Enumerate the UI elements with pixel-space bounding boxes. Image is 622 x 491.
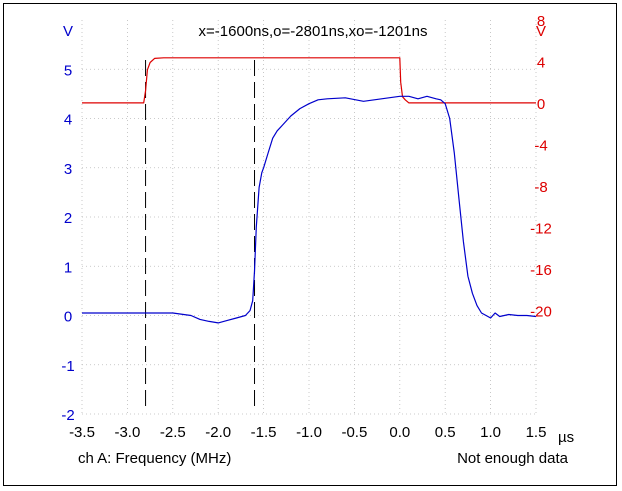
left-tick-label: 3 [64, 161, 72, 178]
left-tick-label: 0 [64, 309, 72, 326]
left-axis-unit: V [63, 23, 73, 40]
right-tick-label: -20 [530, 303, 552, 320]
x-tick-label: 1.0 [480, 424, 501, 441]
red-trace [82, 57, 536, 104]
left-tick-label: 2 [64, 210, 72, 227]
left-tick-label: 5 [64, 62, 72, 79]
x-tick-label: 1.5 [526, 424, 547, 441]
left-tick-label: 1 [64, 259, 72, 276]
scope-window [3, 3, 617, 486]
cursor-lines[interactable] [145, 60, 256, 408]
right-tick-label: -12 [530, 220, 552, 237]
left-tick-labels: -2 -1 0 1 2 3 4 5 [61, 62, 74, 424]
series-group [82, 57, 537, 324]
x-tick-label: 0.5 [435, 424, 456, 441]
right-tick-labels: 8 4 0 -4 -8 -12 -16 -20 [530, 13, 552, 320]
right-tick-label: 0 [537, 96, 545, 113]
status-text: Not enough data [457, 450, 569, 467]
right-tick-label: -4 [534, 137, 547, 154]
x-tick-label: -2.0 [205, 424, 231, 441]
right-tick-label: 4 [537, 54, 545, 71]
left-tick-label: 4 [64, 112, 72, 129]
x-tick-label: -0.5 [341, 424, 367, 441]
left-tick-label: -2 [61, 407, 74, 424]
left-tick-label: -1 [61, 358, 74, 375]
channel-label: ch A: Frequency (MHz) [78, 450, 231, 467]
grid [81, 20, 537, 415]
x-tick-label: -1.0 [296, 424, 322, 441]
blue-trace [82, 95, 537, 324]
x-tick-label: 0.0 [389, 424, 410, 441]
x-axis-unit: µs [558, 429, 574, 446]
right-axis-unit: V [536, 23, 546, 40]
right-tick-label: -16 [530, 262, 552, 279]
cursor-readout: x=-1600ns,o=-2801ns,xo=-1201ns [199, 23, 428, 40]
x-tick-label: -1.5 [251, 424, 277, 441]
right-tick-label: 8 [537, 13, 545, 30]
right-tick-label: -8 [534, 179, 547, 196]
x-tick-label: -3.5 [69, 424, 95, 441]
x-tick-label: -2.5 [160, 424, 186, 441]
x-tick-label: -3.0 [114, 424, 140, 441]
x-tick-labels: -3.5 -3.0 -2.5 -2.0 -1.5 -1.0 -0.5 0.0 0.5 1.0 1.5 [69, 424, 546, 441]
